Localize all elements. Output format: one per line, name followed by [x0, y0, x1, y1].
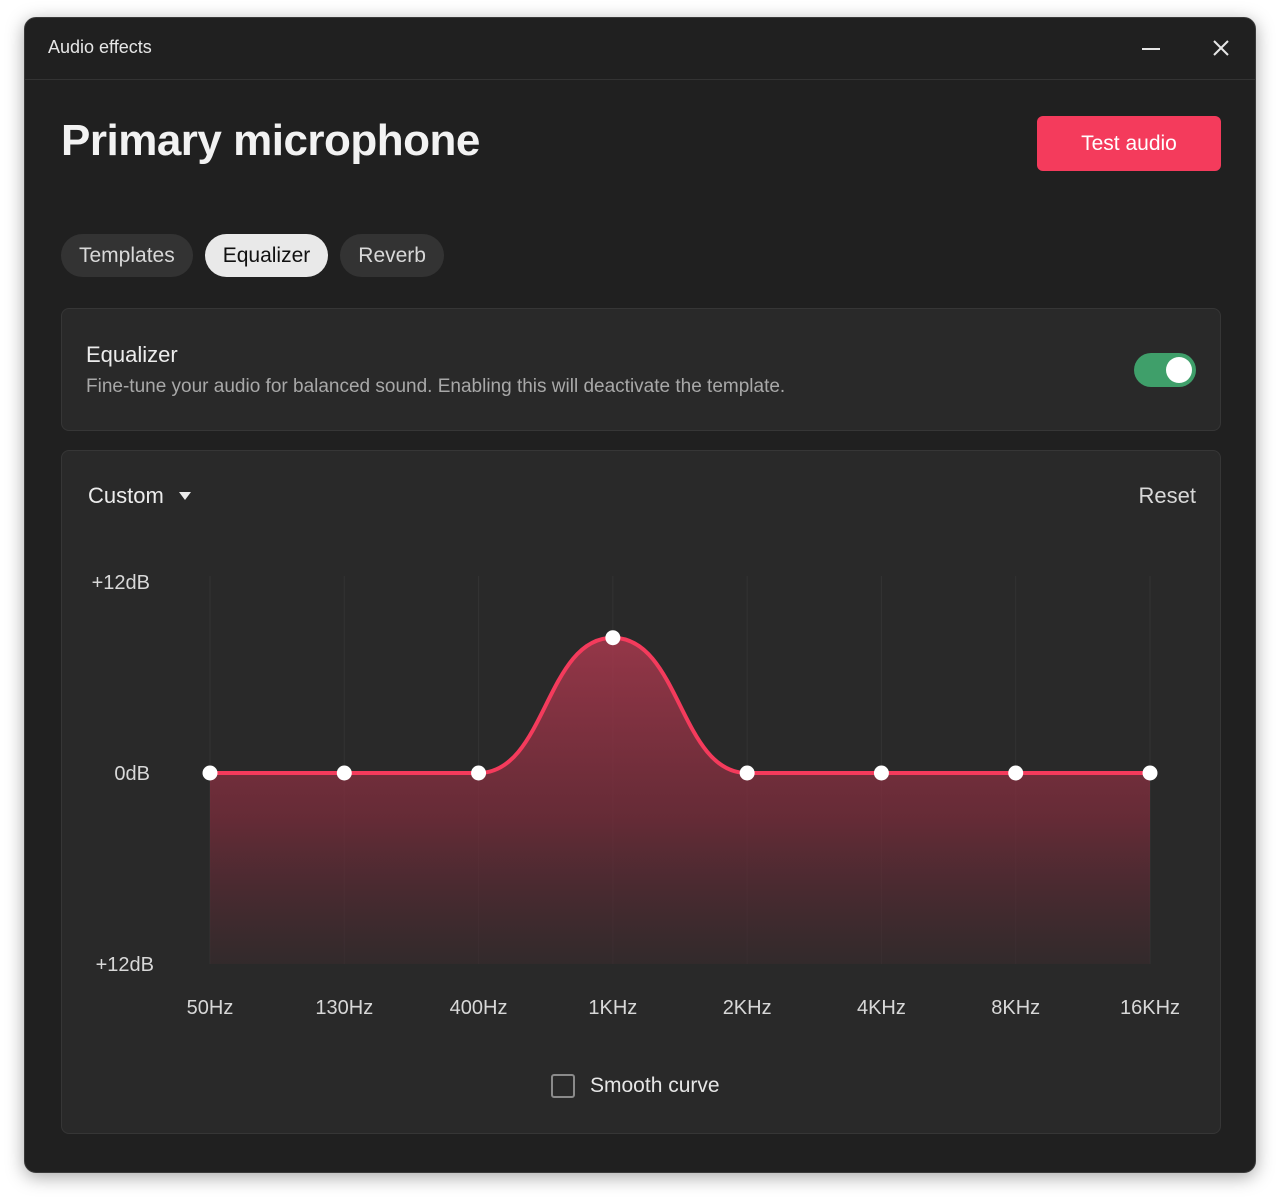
preset-label: Custom	[88, 483, 164, 508]
eq-band-handle-2khz[interactable]	[739, 765, 755, 781]
title-bar: Audio effects	[25, 18, 1255, 80]
window-title: Audio effects	[48, 37, 152, 57]
page-title: Primary microphone	[61, 116, 480, 165]
x-tick-label: 50Hz	[187, 997, 234, 1019]
audio-effects-window: Audio effects Primary microphone Test au…	[24, 17, 1256, 1173]
x-tick-label: 400Hz	[450, 997, 508, 1019]
y-tick-label: +12dB	[92, 572, 150, 594]
x-tick-label: 16KHz	[1120, 997, 1180, 1019]
equalizer-description: Fine-tune your audio for balanced sound.…	[86, 376, 786, 397]
eq-band-handle-50hz[interactable]	[202, 765, 218, 781]
tab-reverb[interactable]: Reverb	[340, 234, 444, 277]
tab-bar: Templates Equalizer Reverb	[61, 234, 444, 277]
x-tick-label: 130Hz	[315, 997, 373, 1019]
eq-area-fill	[210, 637, 1150, 964]
reset-button[interactable]: Reset	[1138, 483, 1196, 508]
equalizer-toggle[interactable]	[1134, 353, 1196, 387]
minimize-icon	[1142, 48, 1160, 50]
smooth-curve-label: Smooth curve	[590, 1074, 720, 1097]
equalizer-toggle-card: Equalizer Fine-tune your audio for balan…	[61, 308, 1221, 431]
x-tick-label: 8KHz	[991, 997, 1040, 1019]
minimize-button[interactable]	[1131, 30, 1171, 66]
eq-band-handle-4khz[interactable]	[873, 765, 889, 781]
x-tick-label: 2KHz	[723, 997, 772, 1019]
eq-band-handle-8khz[interactable]	[1008, 765, 1024, 781]
tab-templates[interactable]: Templates	[61, 234, 193, 277]
smooth-curve-option[interactable]: Smooth curve	[551, 1074, 720, 1098]
eq-band-handle-400hz[interactable]	[471, 765, 487, 781]
close-icon	[1213, 40, 1229, 56]
test-audio-button[interactable]: Test audio	[1037, 116, 1221, 171]
equalizer-chart: +12dB 0dB +12dB 50Hz 130Hz 400Hz 1KHz 2KHz 4KHz 8…	[92, 572, 1180, 1019]
preset-dropdown[interactable]: Custom	[88, 483, 192, 509]
smooth-curve-checkbox[interactable]	[551, 1074, 575, 1098]
close-button[interactable]	[1201, 30, 1241, 66]
eq-band-handle-1khz[interactable]	[605, 630, 621, 646]
y-tick-label: 0dB	[114, 763, 150, 785]
x-tick-label: 4KHz	[857, 997, 906, 1019]
tab-equalizer[interactable]: Equalizer	[204, 234, 329, 277]
equalizer-title: Equalizer	[86, 342, 178, 367]
equalizer-panel: Custom Reset +12dB 0dB +12dB 50Hz 130Hz 400Hz…	[61, 450, 1221, 1134]
eq-band-handle-130hz[interactable]	[336, 765, 352, 781]
x-tick-label: 1KHz	[588, 997, 637, 1019]
caret-down-icon	[178, 492, 191, 500]
eq-band-handle-16khz[interactable]	[1142, 765, 1158, 781]
toggle-knob	[1166, 357, 1192, 383]
y-tick-label: +12dB	[96, 954, 154, 976]
